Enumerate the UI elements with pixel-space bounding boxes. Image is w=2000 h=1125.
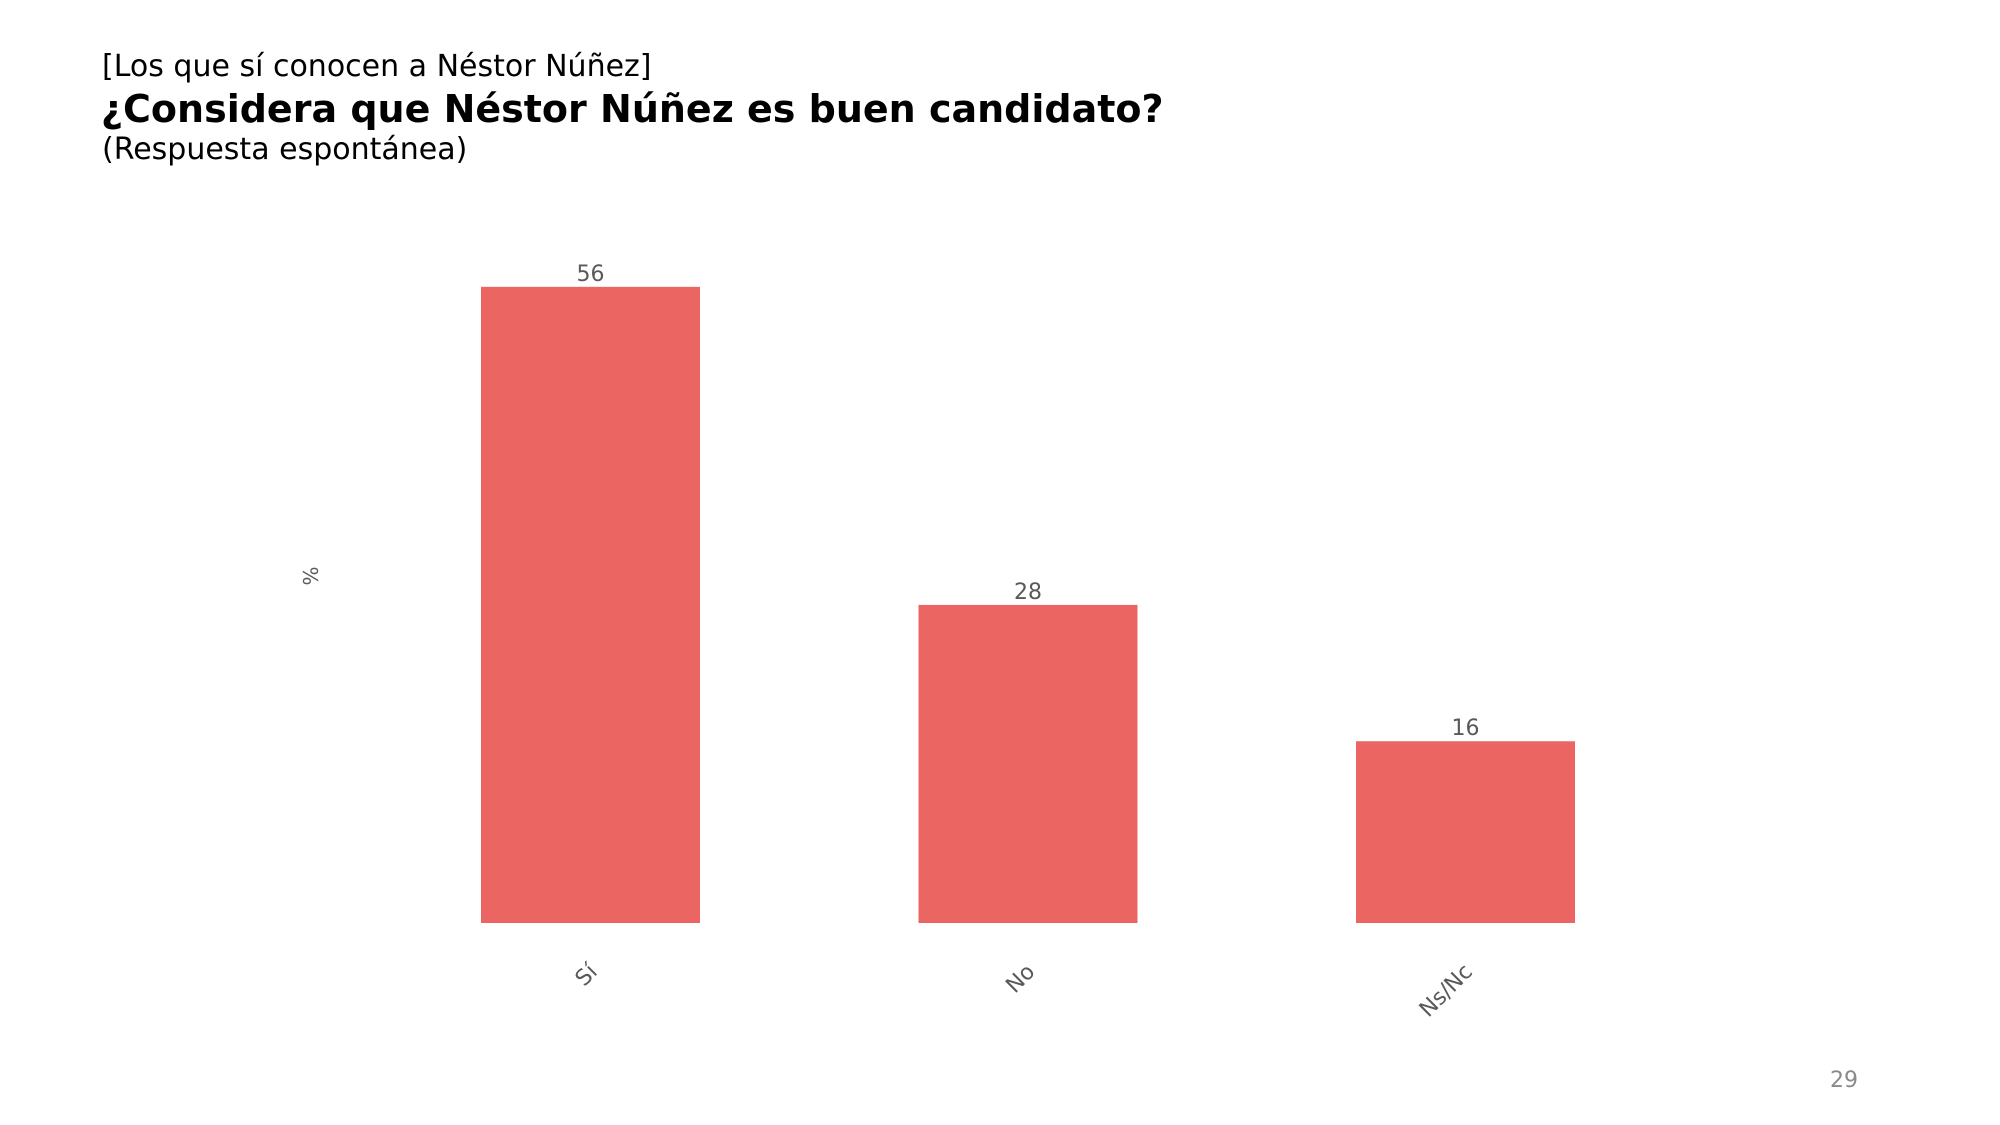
bar-2 [1356,741,1575,923]
page-number: 29 [1830,1068,1858,1093]
slide-subtitle: (Respuesta espontánea) [102,132,468,167]
category-label-1: No [1001,960,1040,999]
bar-0 [481,286,700,924]
category-label-2: Ns/Nc [1415,960,1478,1023]
bars-group: 56 Sí 28 No 16 Ns/Nc [481,262,1575,1023]
pre-title: [Los que sí conocen a Néstor Núñez] [102,49,652,84]
y-axis-label: % [298,566,322,585]
bar-value-label-1: 28 [1014,580,1042,605]
bar-value-label-2: 16 [1452,716,1480,741]
slide-title: ¿Considera que Néstor Núñez es buen cand… [101,87,1164,131]
bar-value-label-0: 56 [577,262,605,287]
bar-1 [918,604,1138,923]
category-label-0: Sí [571,959,604,992]
